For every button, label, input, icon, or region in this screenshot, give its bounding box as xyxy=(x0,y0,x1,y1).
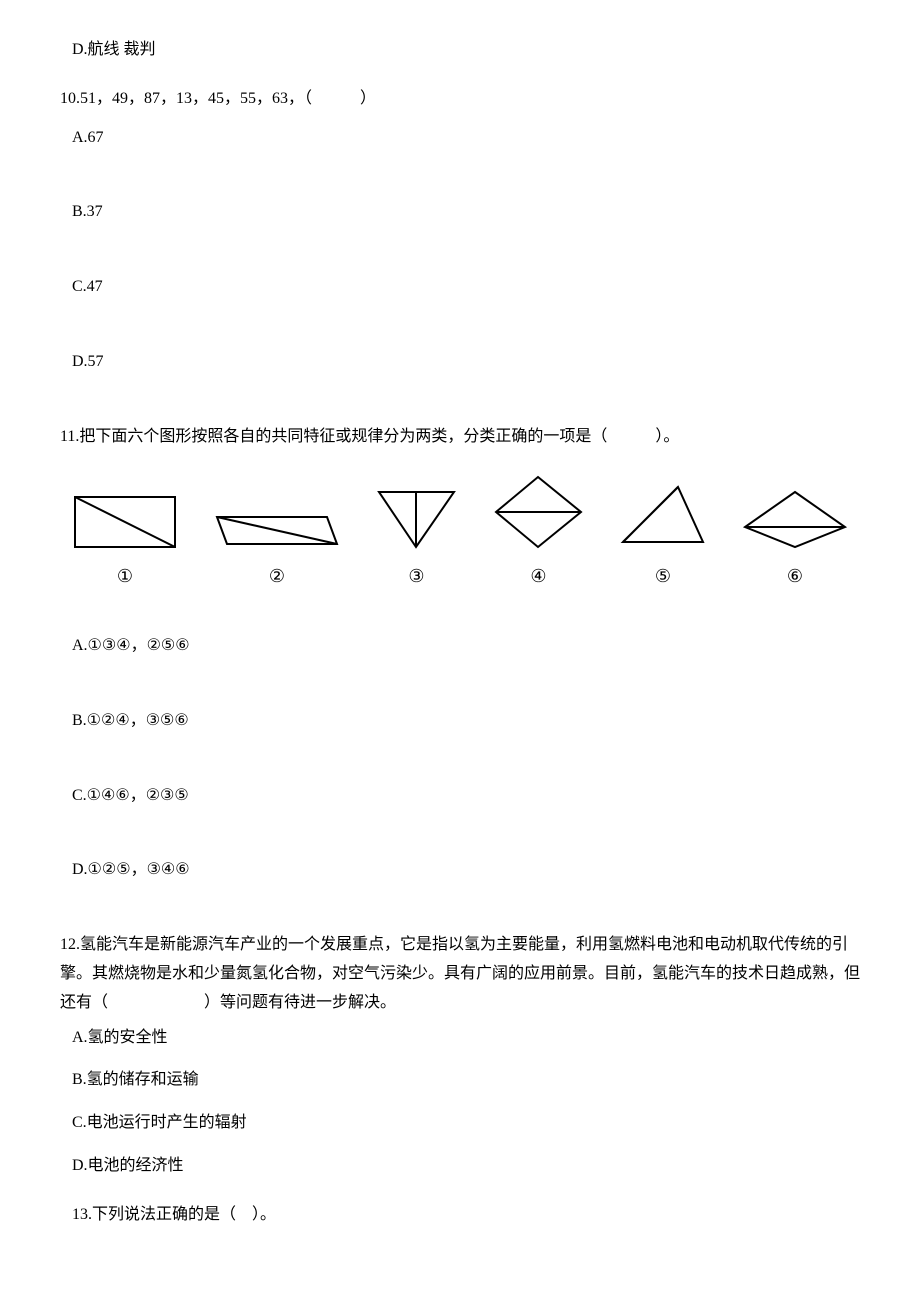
figure-label-1: ① xyxy=(117,560,133,592)
q12-option-b: B.氢的储存和运输 xyxy=(72,1066,860,1095)
q11-figures: ① ② ③ ④ ⑤ ⑥ xyxy=(70,472,850,592)
q11-option-b: B.①②④，③⑤⑥ xyxy=(72,707,860,736)
rhombus-horizontal-line-icon xyxy=(491,472,586,552)
q12-stem: 12.氢能汽车是新能源汽车产业的一个发展重点，它是指以氢为主要能量，利用氢燃料电… xyxy=(60,931,860,1017)
q11-stem: 11.把下面六个图形按照各自的共同特征或规律分为两类，分类正确的一项是（ ）。 xyxy=(60,423,860,452)
rectangle-diagonal-icon xyxy=(70,492,180,552)
q11-figure-1: ① xyxy=(70,492,180,592)
q10-stem: 10.51，49，87，13，45，55，63，（ ） xyxy=(60,85,860,114)
q13-stem: 13.下列说法正确的是（ ）。 xyxy=(72,1201,860,1230)
figure-label-4: ④ xyxy=(530,560,546,592)
rhombus-wide-horizontal-icon xyxy=(740,487,850,552)
q10-option-c: C.47 xyxy=(72,273,860,302)
q11-option-c: C.①④⑥，②③⑤ xyxy=(72,782,860,811)
q11-option-a: A.①③④，②⑤⑥ xyxy=(72,632,860,661)
triangle-diagonal-icon xyxy=(618,482,708,552)
triangle-down-median-icon xyxy=(374,487,459,552)
figure-label-3: ③ xyxy=(408,560,424,592)
q12-option-d: D.电池的经济性 xyxy=(72,1152,860,1181)
q10-option-d: D.57 xyxy=(72,348,860,377)
q11-figure-3: ③ xyxy=(374,487,459,592)
q12-option-c: C.电池运行时产生的辐射 xyxy=(72,1109,860,1138)
parallelogram-diagonal-icon xyxy=(212,512,342,552)
q11-figure-2: ② xyxy=(212,512,342,592)
q11-figure-6: ⑥ xyxy=(740,487,850,592)
q12-option-a: A.氢的安全性 xyxy=(72,1024,860,1053)
figure-label-5: ⑤ xyxy=(655,560,671,592)
q11-option-d: D.①②⑤，③④⑥ xyxy=(72,856,860,885)
q11-figure-4: ④ xyxy=(491,472,586,592)
q10-option-a: A.67 xyxy=(72,124,860,153)
figure-label-2: ② xyxy=(269,560,285,592)
q10-option-b: B.37 xyxy=(72,198,860,227)
q11-figure-5: ⑤ xyxy=(618,482,708,592)
figure-label-6: ⑥ xyxy=(787,560,803,592)
q9-option-d: D.航线 裁判 xyxy=(72,36,860,65)
